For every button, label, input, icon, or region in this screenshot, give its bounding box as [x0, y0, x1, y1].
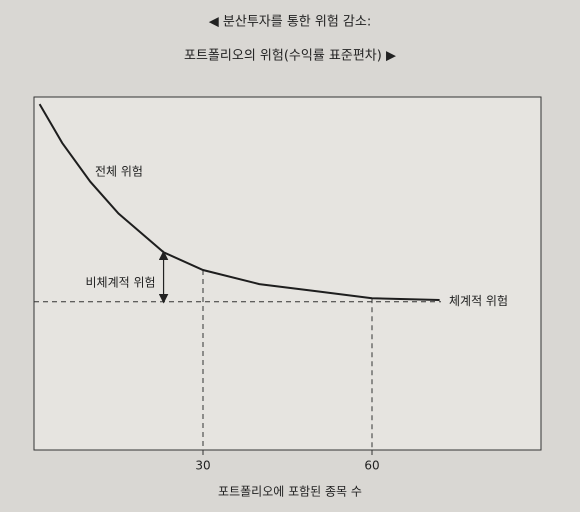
chart-subtitle: 포트폴리오의 위험(수익률 표준편차) ▶	[184, 49, 396, 64]
annotation: 체계적 위험	[449, 294, 508, 308]
x-tick-label: 60	[364, 459, 379, 473]
annotation: 전체 위험	[95, 165, 143, 179]
plot-area	[33, 96, 542, 451]
risk-curve	[38, 103, 440, 301]
annotation: 비체계적 위험	[86, 276, 156, 290]
chart-title: ◀ 분산투자를 통한 위험 감소:	[209, 15, 371, 30]
x-tick-label: 30	[195, 459, 210, 473]
x-axis-label: 포트폴리오에 포함된 종목 수	[218, 485, 362, 499]
